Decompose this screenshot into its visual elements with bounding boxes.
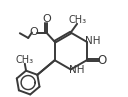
Text: O: O — [30, 27, 38, 37]
Text: NH: NH — [69, 65, 84, 75]
Text: O: O — [42, 14, 51, 24]
Text: NH: NH — [85, 36, 100, 46]
Text: CH₃: CH₃ — [69, 15, 87, 25]
Text: CH₃: CH₃ — [15, 55, 33, 65]
Text: O: O — [98, 54, 107, 67]
